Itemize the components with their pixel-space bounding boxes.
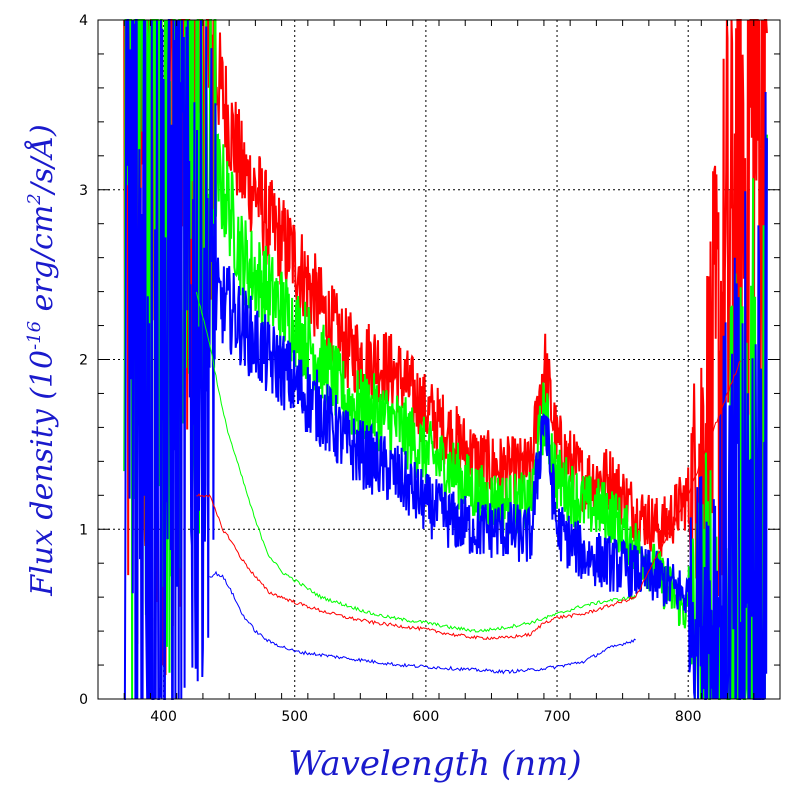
y-axis-title: Flux density (10-16 erg/cm2/s/Å) [24,124,60,597]
y-tick-label: 0 [79,692,88,708]
x-tick-label: 600 [413,709,440,725]
tick-marks [97,19,781,700]
series-line-thin [209,570,636,675]
y-tick-label: 2 [79,353,88,369]
y-axis-title-exp: -16 [24,321,45,350]
y-tick-label: 3 [79,183,88,199]
series-layer [123,19,768,700]
series-line-thin [196,360,741,640]
series-line-noisy [123,19,768,676]
series-line-thin [195,291,637,633]
y-axis-title-units-exp: 2 [24,193,45,205]
series-line-noisy [123,19,768,700]
y-axis-title-tail: /s/Å) [24,124,60,196]
y-tick-label: 4 [79,13,88,29]
y-axis-title-units: erg/cm [25,205,60,321]
x-axis-title: Wavelength (nm) [288,744,581,784]
x-tick-label: 400 [150,709,177,725]
tick-labels: 400 500 600 700 800 0 1 2 3 4 [79,13,701,725]
x-tick-label: 800 [675,709,702,725]
y-tick-label: 1 [79,522,88,538]
x-tick-label: 700 [544,709,571,725]
y-axis-title-main: Flux density (10 [25,350,60,597]
x-tick-label: 500 [281,709,308,725]
